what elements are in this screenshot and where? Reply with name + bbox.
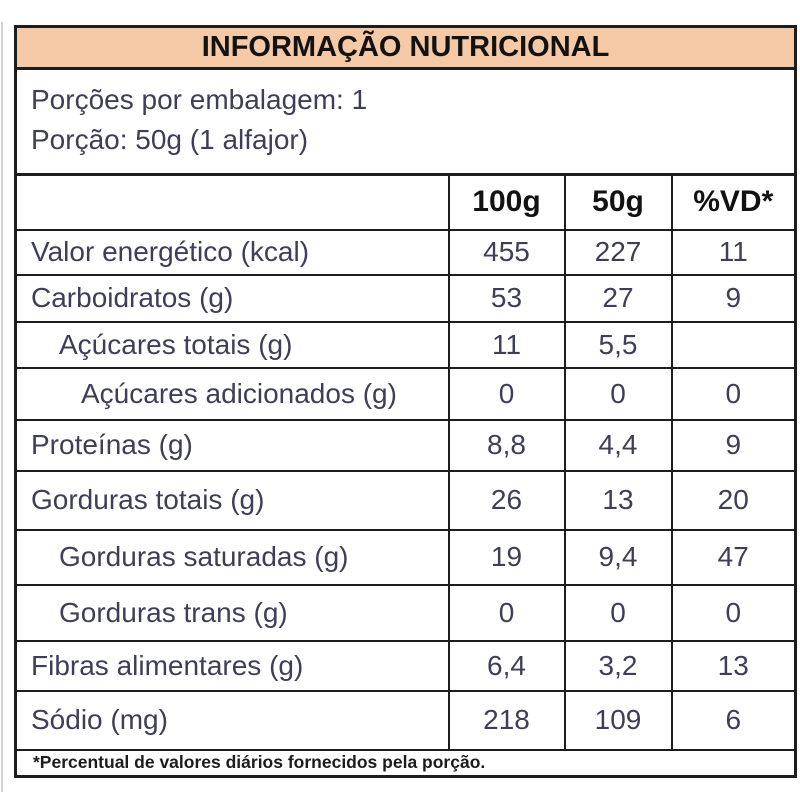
- scan-edge-artifact: [1, 22, 3, 792]
- value-vd: 0: [670, 583, 797, 642]
- value-100g: 455: [447, 228, 566, 276]
- value-50g: 13: [563, 469, 673, 531]
- value-vd: 0: [670, 366, 797, 421]
- value-vd: 9: [670, 418, 797, 472]
- column-header-100g: 100g: [447, 173, 566, 231]
- column-header-empty: [14, 173, 450, 231]
- value-50g: 0: [563, 583, 673, 642]
- value-50g: 0: [563, 366, 673, 421]
- table-row-gorduras-totais: Gorduras totais (g) 26 13 20: [14, 469, 797, 531]
- row-label: Proteínas (g): [14, 418, 450, 472]
- value-vd: [670, 320, 797, 369]
- table-row-acucares-totais: Açúcares totais (g) 11 5,5: [14, 320, 797, 369]
- value-100g: 6,4: [447, 639, 566, 692]
- nutrition-facts-table: INFORMAÇÃO NUTRICIONAL Porções por embal…: [14, 25, 798, 778]
- value-50g: 3,2: [563, 639, 673, 692]
- value-100g: 11: [447, 320, 566, 369]
- value-100g: 26: [447, 469, 566, 531]
- row-label: Açúcares adicionados (g): [14, 366, 450, 421]
- row-label: Gorduras trans (g): [14, 583, 450, 642]
- row-label: Carboidratos (g): [14, 273, 450, 323]
- serving-info-section: Porções por embalagem: 1 Porção: 50g (1 …: [14, 67, 797, 176]
- table-row-gorduras-trans: Gorduras trans (g) 0 0 0: [14, 583, 797, 642]
- value-vd: 9: [670, 273, 797, 323]
- footnote-row: *Percentual de valores diários fornecido…: [14, 748, 797, 778]
- row-label: Valor energético (kcal): [14, 228, 450, 276]
- column-header-50g: 50g: [563, 173, 673, 231]
- title-bar: INFORMAÇÃO NUTRICIONAL: [14, 25, 797, 70]
- value-50g: 227: [563, 228, 673, 276]
- table-row-gorduras-saturadas: Gorduras saturadas (g) 19 9,4 47: [14, 528, 797, 586]
- table-row-carboidratos: Carboidratos (g) 53 27 9: [14, 273, 797, 323]
- serving-size: Porção: 50g (1 alfajor): [31, 123, 309, 155]
- servings-per-package: Porções por embalagem: 1: [31, 83, 368, 115]
- value-vd: 6: [670, 689, 797, 751]
- table-row-sodio: Sódio (mg) 218 109 6: [14, 689, 797, 751]
- table-row-fibras: Fibras alimentares (g) 6,4 3,2 13: [14, 639, 797, 692]
- column-header-row: 100g 50g %VD*: [14, 173, 797, 231]
- value-50g: 109: [563, 689, 673, 751]
- value-50g: 27: [563, 273, 673, 323]
- value-100g: 218: [447, 689, 566, 751]
- row-label: Gorduras saturadas (g): [14, 528, 450, 586]
- row-label: Gorduras totais (g): [14, 469, 450, 531]
- value-vd: 11: [670, 228, 797, 276]
- value-100g: 0: [447, 583, 566, 642]
- value-50g: 9,4: [563, 528, 673, 586]
- value-100g: 0: [447, 366, 566, 421]
- table-row-valor-energetico: Valor energético (kcal) 455 227 11: [14, 228, 797, 276]
- value-vd: 20: [670, 469, 797, 531]
- row-label: Açúcares totais (g): [14, 320, 450, 369]
- footnote: *Percentual de valores diários fornecido…: [14, 748, 797, 778]
- value-100g: 53: [447, 273, 566, 323]
- value-100g: 19: [447, 528, 566, 586]
- value-vd: 13: [670, 639, 797, 692]
- row-label: Fibras alimentares (g): [14, 639, 450, 692]
- column-header-vd: %VD*: [670, 173, 797, 231]
- value-50g: 5,5: [563, 320, 673, 369]
- table-row-acucares-adicionados: Açúcares adicionados (g) 0 0 0: [14, 366, 797, 421]
- row-label: Sódio (mg): [14, 689, 450, 751]
- page-title: INFORMAÇÃO NUTRICIONAL: [14, 25, 797, 70]
- value-50g: 4,4: [563, 418, 673, 472]
- value-100g: 8,8: [447, 418, 566, 472]
- table-row-proteinas: Proteínas (g) 8,8 4,4 9: [14, 418, 797, 472]
- value-vd: 47: [670, 528, 797, 586]
